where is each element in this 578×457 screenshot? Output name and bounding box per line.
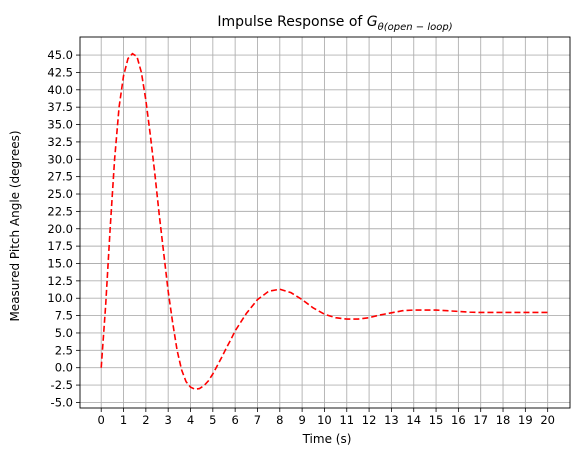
y-tick-label: 7.5 <box>55 309 73 323</box>
y-tick-label: 2.5 <box>55 343 73 357</box>
x-tick-label: 8 <box>276 413 283 427</box>
y-axis-label: Measured Pitch Angle (degrees) <box>8 130 22 321</box>
y-tick-label: 42.5 <box>47 65 73 79</box>
x-axis-ticks: 0 1 2 3 4 5 6 7 8 9 10 11 12 13 14 15 16 17 18 19 20 <box>98 408 555 427</box>
y-tick-label: 30.0 <box>47 152 73 166</box>
y-tick-label: 20.0 <box>47 222 73 236</box>
y-tick-label: 32.5 <box>47 135 73 149</box>
plot-frame <box>79 36 571 409</box>
y-tick-label: 37.5 <box>47 100 73 114</box>
y-tick-label: 15.0 <box>47 256 73 270</box>
y-tick-label: 12.5 <box>47 274 73 288</box>
y-tick-label: 27.5 <box>47 170 73 184</box>
y-tick-label: 25.0 <box>47 187 73 201</box>
x-tick-label: 5 <box>209 413 216 427</box>
x-tick-label: 9 <box>298 413 305 427</box>
x-tick-label: 12 <box>362 413 377 427</box>
x-tick-label: 2 <box>142 413 149 427</box>
x-tick-label: 19 <box>518 413 533 427</box>
y-tick-label: 17.5 <box>47 239 73 253</box>
x-tick-label: 10 <box>317 413 332 427</box>
y-tick-label: 22.5 <box>47 204 73 218</box>
x-tick-label: 1 <box>120 413 127 427</box>
chart-title-subscript: θ(open − loop) <box>378 22 453 33</box>
x-tick-label: 17 <box>473 413 488 427</box>
chart-title-prefix: Impulse Response of <box>217 14 366 30</box>
x-axis-label: Time (s) <box>302 432 352 446</box>
x-tick-label: 14 <box>406 413 421 427</box>
y-tick-label: -5.0 <box>51 395 73 409</box>
x-tick-label: 4 <box>187 413 194 427</box>
x-tick-label: 11 <box>339 413 354 427</box>
x-tick-label: 20 <box>540 413 555 427</box>
y-tick-label: 45.0 <box>47 48 73 62</box>
chart-title-symbol: G <box>367 14 378 30</box>
x-tick-label: 16 <box>451 413 466 427</box>
grid <box>80 37 570 408</box>
x-tick-label: 3 <box>165 413 172 427</box>
x-tick-label: 0 <box>98 413 105 427</box>
x-tick-label: 15 <box>429 413 444 427</box>
y-axis-ticks: -5.0 -2.5 0.0 2.5 5.0 7.5 10.0 12.5 15.0 17.5 20.0… <box>47 48 80 409</box>
y-tick-label: 35.0 <box>47 118 73 132</box>
y-tick-label: -2.5 <box>51 378 73 392</box>
x-tick-label: 7 <box>254 413 261 427</box>
y-tick-label: 40.0 <box>47 83 73 97</box>
y-tick-label: 0.0 <box>55 361 73 375</box>
y-tick-label: 5.0 <box>55 326 73 340</box>
chart-title: Impulse Response of Gθ(open − loop) <box>217 14 452 33</box>
x-tick-label: 18 <box>496 413 511 427</box>
y-tick-label: 10.0 <box>47 291 73 305</box>
x-tick-label: 6 <box>231 413 238 427</box>
x-tick-label: 13 <box>384 413 399 427</box>
